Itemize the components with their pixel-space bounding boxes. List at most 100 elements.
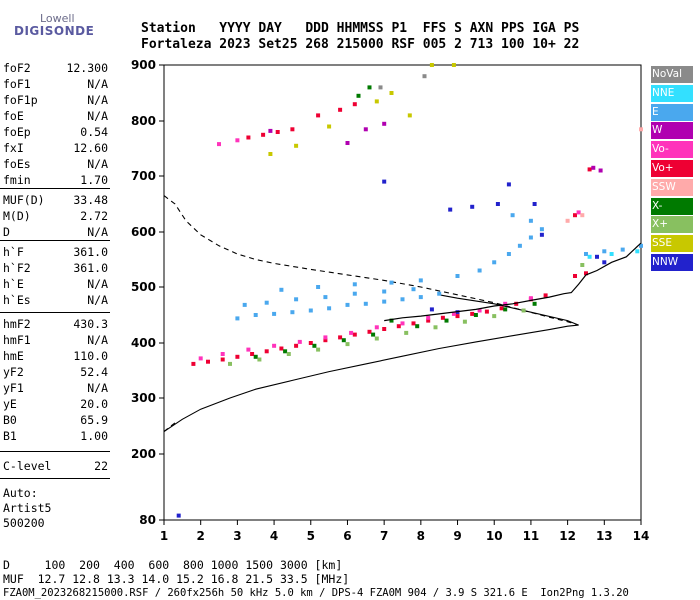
- echo-point-nnw: [429, 307, 434, 312]
- param-name: MUF(D): [3, 193, 45, 207]
- panel-divider: [0, 312, 110, 313]
- echo-point-vo-: [250, 352, 255, 356]
- echo-point-vo-: [543, 293, 548, 298]
- param-name: hmF2: [3, 317, 31, 331]
- echo-point-vo-: [308, 341, 313, 345]
- x-tick-label: 9: [453, 529, 461, 543]
- echo-point-vo-: [352, 332, 357, 337]
- echo-point-e: [506, 252, 511, 256]
- echo-point-e: [352, 291, 357, 296]
- echo-point-e: [517, 243, 522, 248]
- echo-point-e: [400, 297, 405, 302]
- echo-point-e: [323, 295, 328, 300]
- echo-point-e: [242, 302, 247, 307]
- echo-point-ssw: [639, 127, 643, 132]
- param-value: N/A: [87, 277, 108, 291]
- param-row: foF2 12.300: [3, 60, 108, 76]
- echo-point-vo-: [528, 296, 533, 301]
- param-value: 12.300: [66, 61, 108, 75]
- x-tick-label: 4: [270, 529, 278, 543]
- echo-point-vo-: [514, 301, 519, 306]
- echo-point-x-: [286, 352, 291, 356]
- echo-point-vo-: [352, 102, 357, 107]
- echo-point-vo-: [323, 338, 328, 343]
- echo-point-x-: [345, 342, 350, 347]
- param-name: foF2: [3, 61, 31, 75]
- echo-point-vo-: [503, 301, 508, 306]
- param-name: C-level: [3, 459, 52, 473]
- echo-point-vo-: [584, 271, 588, 276]
- echo-point-sse: [429, 63, 434, 67]
- echo-point-vo-: [499, 306, 504, 311]
- plot-frame: [163, 64, 642, 521]
- echo-point-w: [268, 128, 273, 133]
- param-name: h`F2: [3, 261, 31, 275]
- param-row: foF1p N/A: [3, 92, 108, 108]
- param-value: 65.9: [80, 413, 108, 427]
- param-row: foF1 N/A: [3, 76, 108, 92]
- param-row: fmin 1.70: [3, 172, 108, 188]
- echo-point-vo-: [206, 359, 210, 364]
- y-tick-label: 600: [131, 225, 156, 239]
- echo-point-nne: [587, 254, 592, 259]
- echo-point-vo-: [246, 135, 251, 140]
- echo-point-e: [352, 282, 357, 287]
- x-tick-label: 10: [486, 529, 503, 543]
- x-tick-label: 7: [380, 529, 388, 543]
- x-tick-label: 8: [417, 529, 425, 543]
- echo-point-w: [382, 121, 387, 126]
- echo-point-vo-: [477, 308, 482, 313]
- param-value: 12.60: [73, 141, 108, 155]
- echo-point-vo-: [261, 132, 266, 137]
- param-name: h`Es: [3, 293, 31, 307]
- x-tick-label: 13: [596, 529, 613, 543]
- param-name: foF1: [3, 77, 31, 91]
- x-tick-label: 1: [160, 529, 168, 543]
- y-tick-label: 400: [131, 336, 156, 350]
- param-row: hmE 110.0: [3, 348, 108, 364]
- echo-point-vo-: [220, 352, 225, 356]
- echo-point-e: [477, 268, 482, 273]
- param-value: N/A: [87, 381, 108, 395]
- param-value: N/A: [87, 225, 108, 239]
- echo-point-noval: [378, 85, 383, 90]
- echo-point-vo-: [191, 361, 196, 366]
- echo-point-e: [235, 316, 240, 321]
- echo-point-vo-: [396, 324, 401, 329]
- profile-curve-upper: [439, 294, 579, 326]
- echo-point-x-: [503, 307, 508, 312]
- x-tick-label: 6: [343, 529, 351, 543]
- profile-curve: [163, 324, 579, 433]
- param-value: N/A: [87, 77, 108, 91]
- param-row: h`Es N/A: [3, 292, 108, 308]
- echo-point-vo-: [426, 318, 431, 323]
- logo-lowell: Lowell: [40, 12, 75, 25]
- echo-point-x-: [312, 343, 317, 348]
- param-value: N/A: [87, 293, 108, 307]
- echo-point-vo-: [338, 107, 343, 112]
- echo-point-e: [308, 308, 313, 313]
- echo-point-sse: [389, 91, 394, 95]
- echo-point-vo-: [246, 347, 251, 352]
- echo-point-vo-: [338, 335, 343, 340]
- echo-point-x-: [374, 336, 379, 341]
- echo-point-e: [584, 252, 588, 256]
- legend-item-e: E: [651, 103, 693, 121]
- param-row: fxI 12.60: [3, 140, 108, 156]
- echo-point-x-: [532, 301, 537, 306]
- echo-point-e: [437, 291, 442, 296]
- param-value: 52.4: [80, 365, 108, 379]
- param-name: hmF1: [3, 333, 31, 347]
- x-tick-label: 2: [197, 529, 205, 543]
- x-tick-label: 3: [233, 529, 241, 543]
- echo-point-x-: [257, 357, 262, 362]
- header-values: Fortaleza 2023 Set25 268 215000 RSF 005 …: [141, 37, 580, 52]
- param-name: B0: [3, 413, 17, 427]
- x-tick-label: 14: [633, 529, 650, 543]
- param-value: 33.48: [73, 193, 108, 207]
- echo-point-vo-: [294, 343, 299, 348]
- echo-point-e: [264, 300, 269, 305]
- echo-point-e: [418, 278, 423, 283]
- echo-point-vo-: [323, 335, 328, 340]
